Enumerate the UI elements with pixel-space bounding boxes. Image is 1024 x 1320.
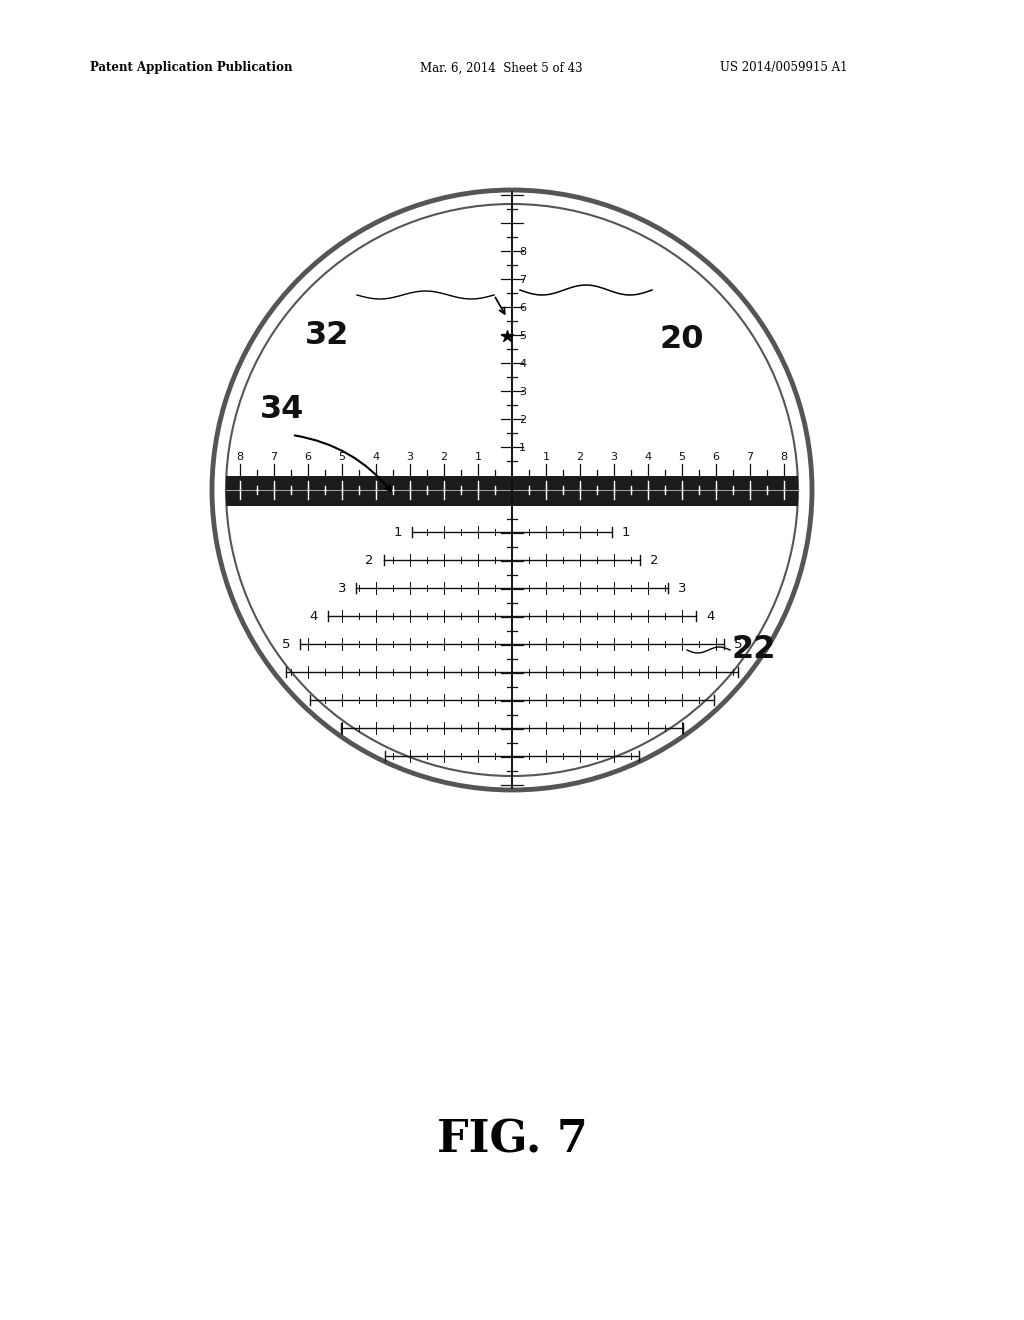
Text: FIG. 7: FIG. 7 xyxy=(436,1118,588,1162)
Text: 8: 8 xyxy=(237,451,244,462)
Text: 5: 5 xyxy=(679,451,685,462)
Text: 5: 5 xyxy=(282,638,290,651)
Text: 3: 3 xyxy=(338,582,346,594)
Text: 5: 5 xyxy=(339,451,345,462)
Text: 8: 8 xyxy=(519,247,526,257)
Text: 5: 5 xyxy=(519,331,526,341)
Text: Mar. 6, 2014  Sheet 5 of 43: Mar. 6, 2014 Sheet 5 of 43 xyxy=(420,62,583,74)
Text: 2: 2 xyxy=(577,451,584,462)
Polygon shape xyxy=(226,477,798,506)
Text: 2: 2 xyxy=(650,553,658,566)
Text: 2: 2 xyxy=(366,553,374,566)
Text: 2: 2 xyxy=(440,451,447,462)
Text: 6: 6 xyxy=(713,451,720,462)
Text: 7: 7 xyxy=(519,275,526,285)
Text: 4: 4 xyxy=(373,451,380,462)
Text: 8: 8 xyxy=(780,451,787,462)
Text: 20: 20 xyxy=(660,325,705,355)
Text: 1: 1 xyxy=(622,525,631,539)
Text: 1: 1 xyxy=(474,451,481,462)
Text: 4: 4 xyxy=(706,610,715,623)
Text: 7: 7 xyxy=(270,451,278,462)
Text: 6: 6 xyxy=(519,304,526,313)
Text: 22: 22 xyxy=(732,635,776,665)
Text: 6: 6 xyxy=(304,451,311,462)
Text: 4: 4 xyxy=(644,451,651,462)
Text: 34: 34 xyxy=(260,395,304,425)
Text: 32: 32 xyxy=(305,319,349,351)
Text: Patent Application Publication: Patent Application Publication xyxy=(90,62,293,74)
Text: 4: 4 xyxy=(309,610,318,623)
Text: 5: 5 xyxy=(734,638,742,651)
Text: 2: 2 xyxy=(519,414,526,425)
Text: 4: 4 xyxy=(519,359,526,370)
Text: 1: 1 xyxy=(519,444,526,453)
Text: 3: 3 xyxy=(678,582,686,594)
Text: 3: 3 xyxy=(610,451,617,462)
Text: US 2014/0059915 A1: US 2014/0059915 A1 xyxy=(720,62,848,74)
Text: 1: 1 xyxy=(543,451,550,462)
Text: 7: 7 xyxy=(746,451,754,462)
Text: 3: 3 xyxy=(519,387,526,397)
Text: 3: 3 xyxy=(407,451,414,462)
Text: 1: 1 xyxy=(393,525,402,539)
